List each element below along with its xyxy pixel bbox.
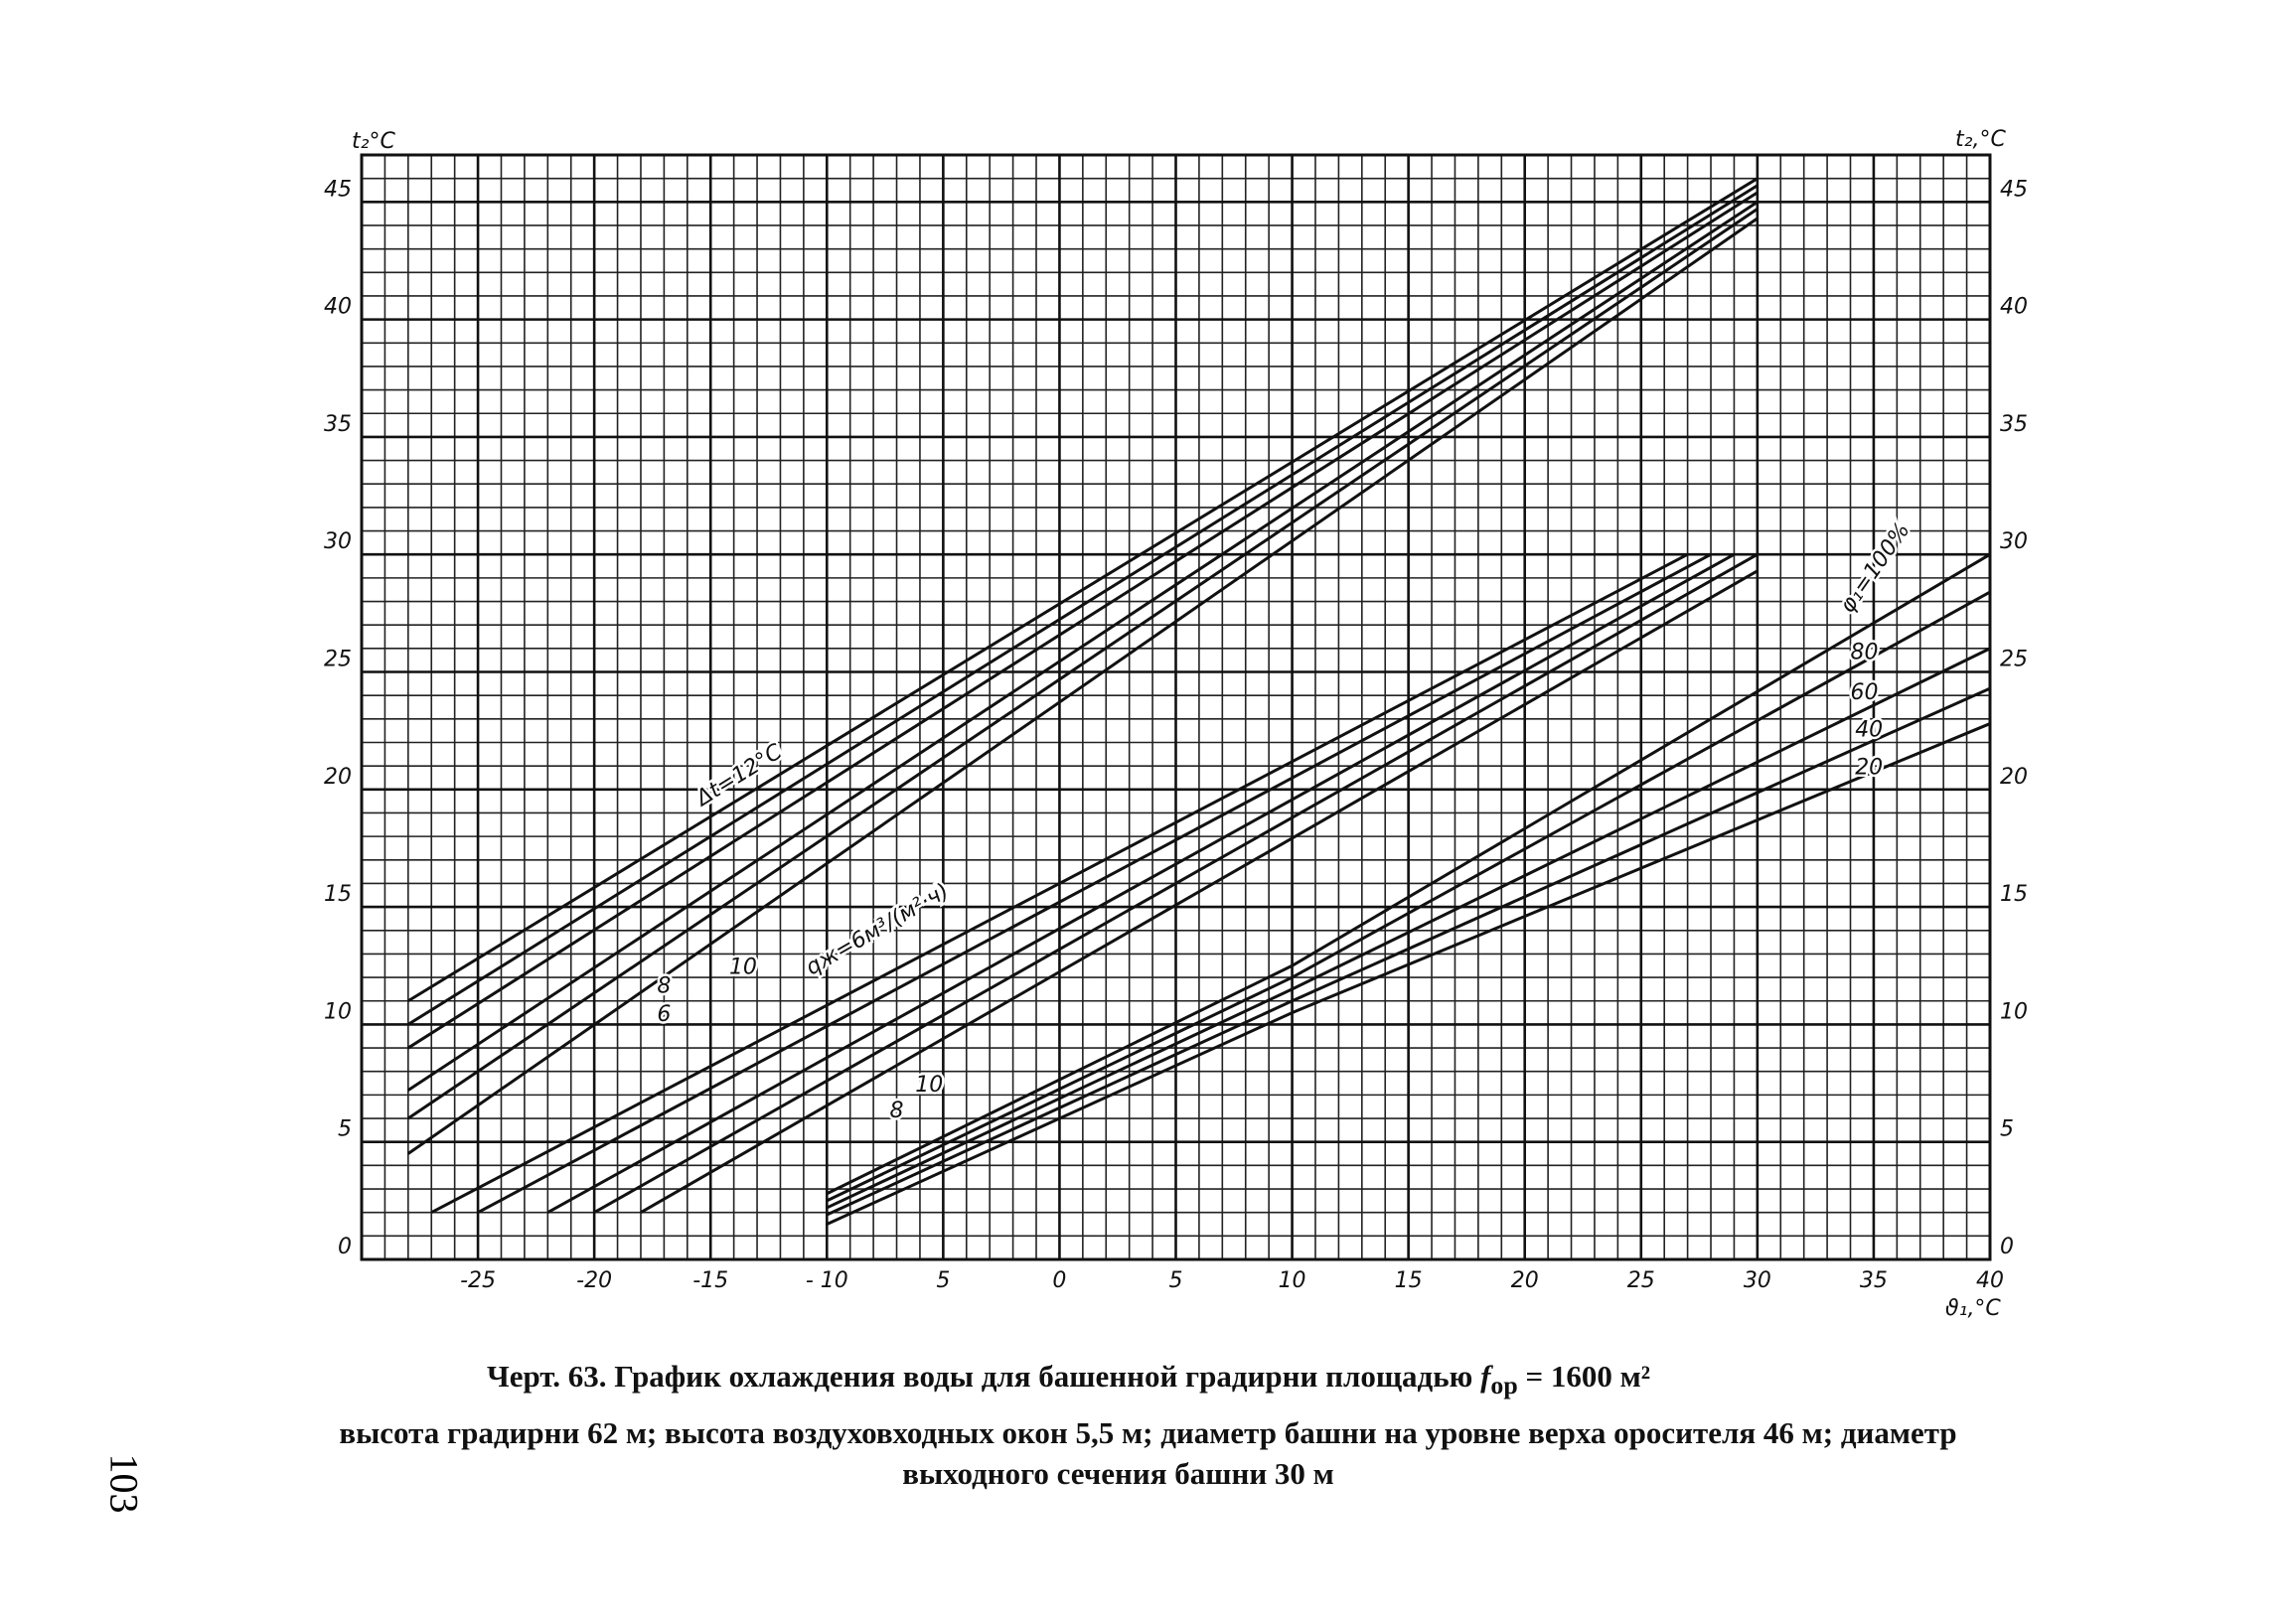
annotation: Δt=12°C <box>690 739 787 812</box>
line <box>406 208 1759 1120</box>
y-tick-label: 15 <box>324 882 352 907</box>
annotation: φ₁=100% <box>1835 518 1915 618</box>
annotation: 40 <box>1855 718 1883 743</box>
line <box>826 686 1991 1217</box>
line <box>546 552 1736 1214</box>
y-tick-label: 35 <box>324 412 352 437</box>
title-part: = 1600 м² <box>1525 1359 1651 1394</box>
y2-tick-label: 10 <box>2000 999 2028 1024</box>
caption-line: высота градирни 62 м; высота воздуховход… <box>339 1415 1957 1450</box>
y2-tick-label: 30 <box>2000 529 2028 554</box>
line <box>407 184 1759 1026</box>
line <box>407 191 1759 1050</box>
x-tick-label: 30 <box>1744 1268 1771 1293</box>
y-tick-label: 20 <box>324 765 352 790</box>
x-tick-label: 10 <box>1279 1268 1306 1293</box>
annotation: 20 <box>1855 756 1883 781</box>
x-tick-label: 5 <box>1169 1268 1183 1293</box>
line <box>407 201 1759 1092</box>
y2-axis-label: t₂,°C <box>1955 127 2006 152</box>
annotation: 10 <box>915 1073 943 1098</box>
y2-tick-label: 25 <box>2000 648 2028 672</box>
line <box>477 552 1712 1215</box>
line <box>407 177 1759 1003</box>
line <box>640 569 1759 1214</box>
y2-tick-label: 15 <box>2000 882 2028 907</box>
annotation: 10 <box>729 956 757 980</box>
annotation: 8 <box>657 974 671 999</box>
x-tick-label: 15 <box>1395 1268 1423 1293</box>
title-part: ор <box>1490 1371 1518 1400</box>
annotation: 6 <box>657 1002 671 1027</box>
y2-tick-label: 45 <box>2000 177 2028 202</box>
y2-tick-label: 0 <box>2000 1235 2014 1259</box>
title-part: Черт. 63. График охлаждения воды для баш… <box>486 1359 1473 1394</box>
y2-tick-label: 5 <box>2000 1117 2014 1142</box>
line <box>826 647 1991 1210</box>
annotation: 80 <box>1851 641 1879 665</box>
y-tick-label: 45 <box>324 177 352 202</box>
y-tick-label: 5 <box>338 1117 352 1142</box>
x-tick-label: -25 <box>460 1268 496 1293</box>
caption-line: выходного сечения башни 30 м <box>902 1456 1334 1491</box>
x-tick-label: 25 <box>1627 1268 1655 1293</box>
line <box>826 552 1991 1196</box>
y-tick-label: 0 <box>338 1235 352 1259</box>
line <box>430 552 1689 1215</box>
x-tick-label: 20 <box>1511 1268 1539 1293</box>
x-axis-label: ϑ₁,°C <box>1945 1296 2001 1321</box>
y2-tick-label: 40 <box>2000 295 2028 320</box>
line <box>826 722 1991 1226</box>
y-tick-label: 30 <box>324 529 352 554</box>
line <box>593 552 1759 1214</box>
x-tick-label: - 10 <box>806 1268 848 1293</box>
line <box>406 217 1759 1155</box>
title-part: f <box>1480 1359 1491 1394</box>
y2-tick-label: 35 <box>2000 412 2028 437</box>
page-number: 103 <box>101 1453 147 1514</box>
line <box>826 590 1991 1203</box>
y-tick-label: 25 <box>324 648 352 672</box>
x-tick-label: 40 <box>1976 1268 2004 1293</box>
x-tick-label: 5 <box>936 1268 950 1293</box>
annotation: 8 <box>890 1099 904 1123</box>
x-tick-label: 35 <box>1860 1268 1888 1293</box>
y-tick-label: 40 <box>324 295 352 320</box>
y-axis-label: t₂°C <box>352 129 395 154</box>
x-tick-label: -15 <box>692 1268 728 1293</box>
x-tick-label: -20 <box>576 1268 612 1293</box>
annotation: 60 <box>1851 680 1879 705</box>
x-tick-label: 0 <box>1052 1268 1066 1293</box>
y-tick-label: 10 <box>324 999 352 1024</box>
y2-tick-label: 20 <box>2000 765 2028 790</box>
caption-title: Черт. 63. График охлаждения воды для баш… <box>0 1359 2217 1400</box>
